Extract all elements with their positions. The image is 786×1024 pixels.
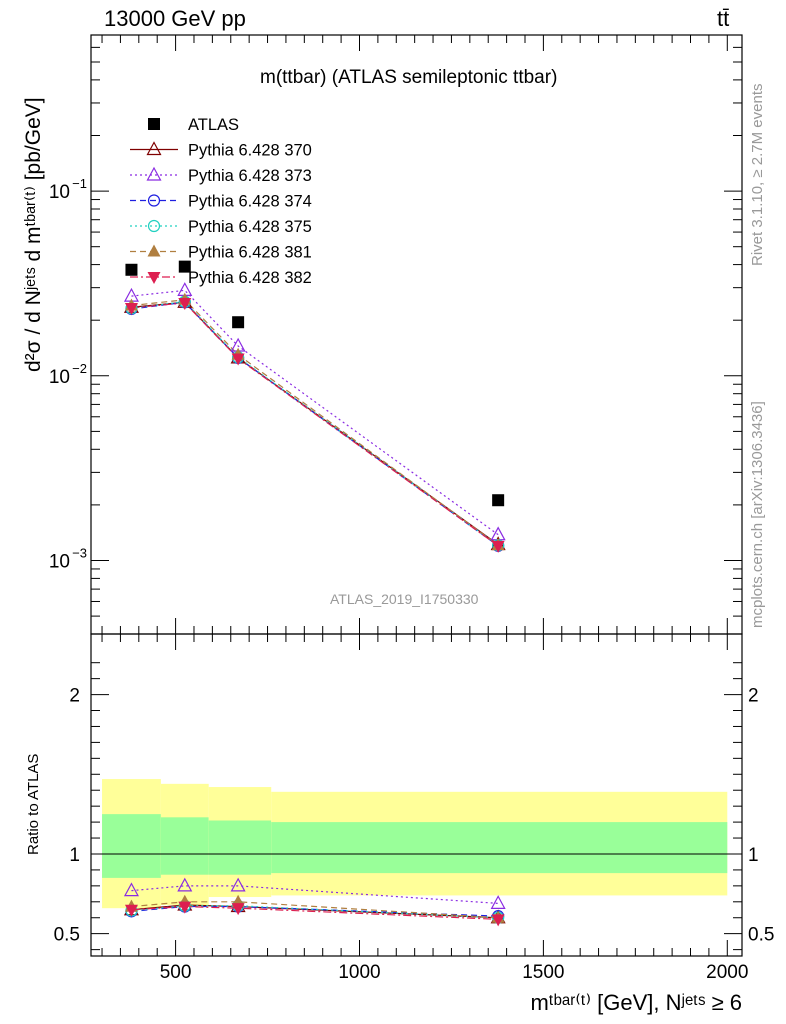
data-point <box>492 494 505 507</box>
series-line <box>131 301 499 547</box>
legend-marker <box>147 194 161 207</box>
data-point <box>178 260 191 273</box>
legend-marker <box>148 118 160 130</box>
ratio-point <box>490 895 506 909</box>
ratio-y-tick-label: 0.5 <box>54 925 80 946</box>
legend-label: ATLAS <box>188 116 239 134</box>
x-tick-label: 1500 <box>522 962 564 983</box>
data-point <box>232 316 245 329</box>
y-tick-exponent: −2 <box>72 361 87 376</box>
legend-marker <box>146 166 162 181</box>
legend-marker <box>147 244 161 257</box>
series-line <box>131 302 499 547</box>
legend-label: Pythia 6.428 373 <box>188 167 312 185</box>
ratio-point <box>123 882 139 897</box>
ratio-point <box>231 903 245 916</box>
rivet-version-label: Rivet 3.1.10, ≥ 2.7M events <box>749 84 766 267</box>
process-label: tt̄ <box>717 6 730 31</box>
plot-title: m(ttbar) (ATLAS semileptonic ttbar) <box>260 67 558 88</box>
x-tick-label: 1000 <box>338 962 380 983</box>
ratio-series-line <box>131 905 499 919</box>
ratio-series-line <box>131 905 499 917</box>
uncertainty-band-inner <box>271 822 728 874</box>
ratio-y-tick-label-right: 2 <box>748 686 759 707</box>
legend-marker <box>147 219 161 233</box>
legend-label: Pythia 6.428 381 <box>188 244 312 262</box>
ratio-series-line <box>131 885 499 904</box>
data-point <box>125 263 138 276</box>
ratio-y-tick-label-right: 1 <box>748 845 759 866</box>
x-tick-label: 2000 <box>706 962 748 983</box>
uncertainty-band-inner <box>208 820 272 875</box>
legend-label: Pythia 6.428 374 <box>188 193 312 211</box>
beam-energy-label: 13000 GeV pp <box>104 6 246 31</box>
ratio-y-tick-label: 2 <box>69 686 80 707</box>
ratio-series-line <box>131 901 499 919</box>
mc-point <box>178 297 192 310</box>
y-tick-label: 10 <box>49 551 70 572</box>
ratio-y-axis-label: Ratio to ATLAS <box>25 754 42 855</box>
legend-label: Pythia 6.428 375 <box>188 218 312 236</box>
series-line <box>131 289 499 536</box>
mcplots-label: mcplots.cern.ch [arXiv:1306.3436] <box>749 401 766 628</box>
analysis-id-label: ATLAS_2019_I1750330 <box>330 591 479 607</box>
y-tick-label: 10 <box>49 182 70 203</box>
legend-label: Pythia 6.428 370 <box>188 142 312 160</box>
series-line <box>131 301 499 546</box>
y-tick-label: 10 <box>49 367 70 388</box>
uncertainty-band-inner <box>102 814 161 878</box>
ratio-point <box>124 904 138 917</box>
ratio-point <box>230 877 246 892</box>
series-line <box>131 299 499 546</box>
mc-point <box>491 540 505 553</box>
y-tick-exponent: −1 <box>72 176 87 191</box>
y-axis-label: d²σ / d Nʲᵉᵗˢ d mᵗᵇᵃʳ⁽ᵗ⁾ [pb/GeV] <box>22 97 45 372</box>
x-axis-label: mᵗᵇᵃʳ⁽ᵗ⁾ [GeV], Nʲᵉᵗˢ ≥ 6 <box>530 990 742 1015</box>
ratio-point <box>491 914 505 927</box>
legend-marker <box>147 272 161 284</box>
series-line <box>131 301 499 546</box>
legend-marker <box>146 141 162 156</box>
mc-point <box>231 353 245 366</box>
ratio-series-line <box>131 905 499 920</box>
ratio-y-tick-label: 1 <box>69 845 80 866</box>
y-tick-exponent: −3 <box>72 545 87 560</box>
ratio-y-tick-label-right: 0.5 <box>748 925 774 946</box>
ratio-point <box>177 877 193 892</box>
uncertainty-band-inner <box>160 817 209 875</box>
ratio-plot-frame <box>90 633 743 957</box>
mc-point <box>124 302 138 315</box>
ratio-point <box>178 901 192 914</box>
x-tick-label: 500 <box>160 962 192 983</box>
legend-label: Pythia 6.428 382 <box>188 269 312 287</box>
